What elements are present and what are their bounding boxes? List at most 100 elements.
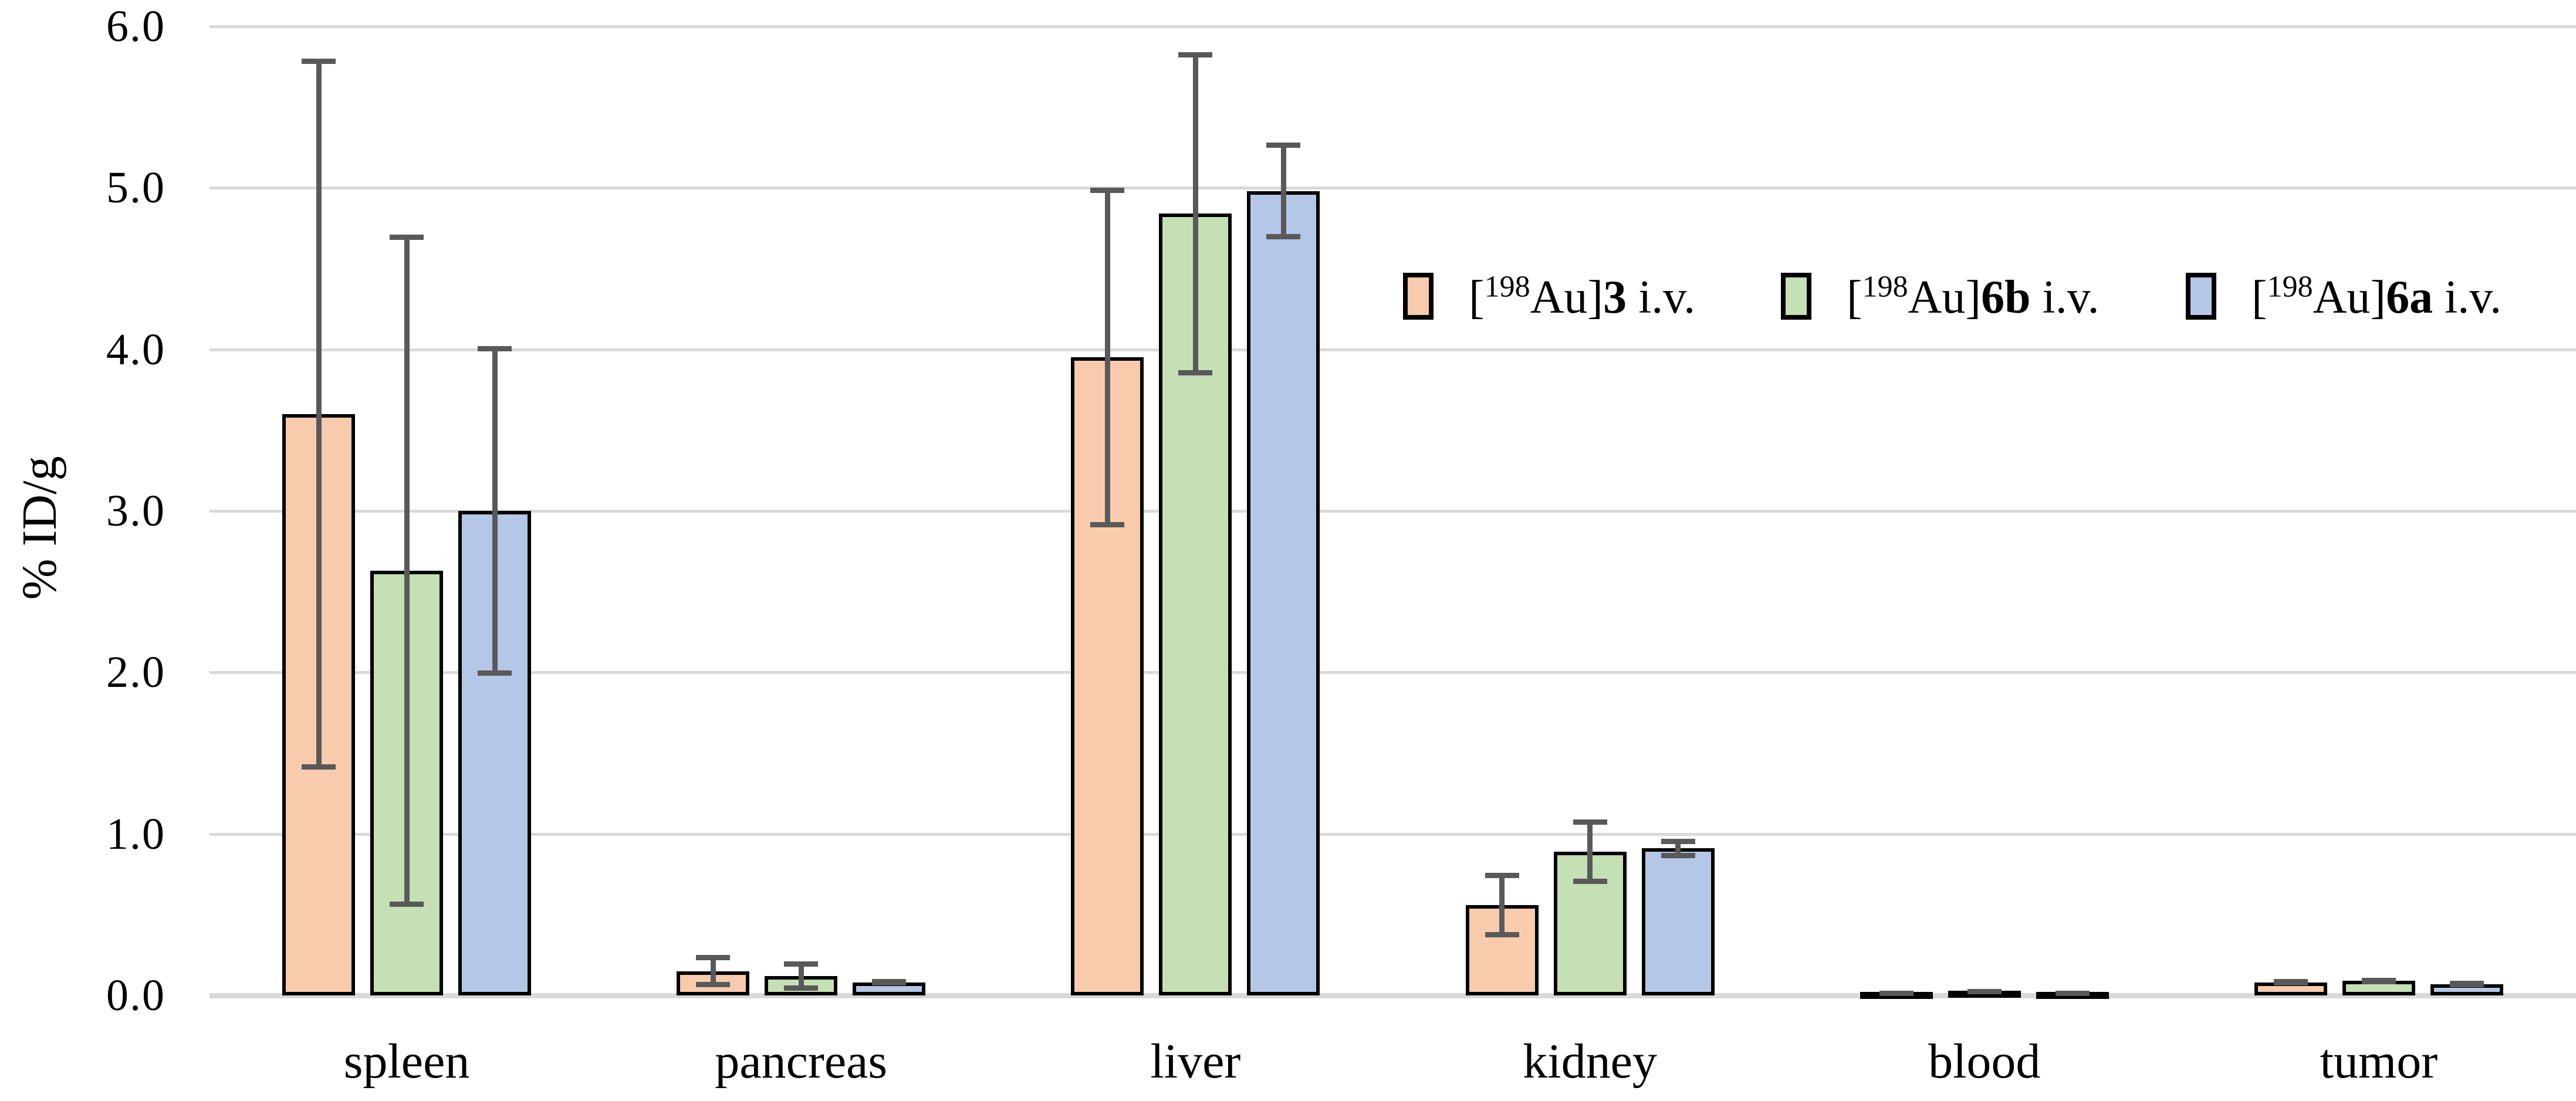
y-tick-label: 4.0 [106, 324, 165, 374]
gridline-1.0 [209, 832, 2576, 836]
error-bar-blood-series3 [2055, 990, 2090, 996]
legend-label-part-iso: 198 [1484, 270, 1530, 304]
legend-label-part-pre: [ [2252, 272, 2267, 323]
bar-liver-series1 [1071, 357, 1144, 995]
error-bar-cap-bottom [696, 982, 731, 988]
error-bar-cap-bottom [1266, 234, 1301, 240]
error-bar-liver-series2 [1178, 52, 1213, 375]
y-tick-label: 2.0 [106, 648, 165, 697]
y-tick-label: 6.0 [106, 2, 165, 51]
error-bar-cap-top [696, 955, 731, 961]
bar-liver-series3 [1247, 191, 1320, 995]
legend-label-part-code: 6b [1981, 272, 2031, 323]
error-bar-blood-series1 [1879, 990, 1914, 996]
error-bar-cap-bottom [1879, 990, 1914, 996]
gridline-5.0 [209, 187, 2576, 190]
error-bar-line [1675, 838, 1681, 858]
category-label-pancreas: pancreas [715, 1034, 888, 1089]
legend-swatch-6b [1781, 273, 1811, 320]
error-bar-line [798, 961, 804, 991]
error-bar-cap-top [1266, 143, 1301, 148]
error-bar-tumor-series2 [2361, 977, 2396, 984]
error-bar-kidney-series3 [1661, 838, 1695, 858]
error-bar-cap-top [784, 961, 819, 967]
error-bar-line [1499, 872, 1505, 937]
error-bar-cap-bottom [784, 985, 819, 991]
error-bar-line [710, 955, 716, 988]
legend-swatch-3 [1403, 273, 1434, 320]
bar-kidney-series3 [1641, 848, 1715, 995]
error-bar-spleen-series3 [478, 346, 512, 676]
error-bar-liver-series1 [1090, 188, 1125, 527]
gridline-0.0 [209, 993, 2576, 998]
y-tick-label: 3.0 [106, 486, 165, 536]
legend-swatch-6a [2186, 273, 2216, 320]
y-tick-label: 1.0 [106, 809, 165, 859]
error-bar-cap-top [478, 346, 512, 352]
gridline-6.0 [209, 25, 2576, 28]
error-bar-spleen-series2 [390, 235, 424, 907]
legend-label-part-suffix: i.v. [2433, 272, 2502, 323]
legend-label-part-mid: Au] [1908, 272, 1982, 323]
error-bar-cap-bottom [1573, 879, 1607, 884]
error-bar-cap-top [1090, 188, 1125, 194]
category-label-tumor: tumor [2320, 1034, 2438, 1089]
error-bar-cap-bottom [302, 764, 336, 770]
error-bar-cap-bottom [1090, 521, 1125, 527]
legend-label-part-iso: 198 [2267, 270, 2313, 304]
error-bar-line [316, 59, 322, 770]
error-bar-cap-bottom [390, 901, 424, 907]
error-bar-cap-bottom [872, 980, 907, 986]
y-tick-label: 5.0 [106, 163, 165, 213]
legend-label-6b: [198Au]6b i.v. [1847, 269, 2100, 326]
error-bar-cap-bottom [1967, 988, 2002, 994]
legend-label-3: [198Au]3 i.v. [1469, 269, 1695, 326]
error-bar-cap-bottom [2361, 978, 2396, 984]
gridline-3.0 [209, 510, 2576, 513]
error-bar-cap-bottom [2273, 980, 2308, 986]
error-bar-cap-top [1485, 872, 1519, 878]
error-bar-tumor-series3 [2449, 981, 2484, 988]
error-bar-line [404, 235, 410, 907]
legend-label-part-suffix: i.v. [1627, 272, 1696, 323]
error-bar-line [1192, 52, 1198, 375]
error-bar-line [1280, 143, 1286, 240]
error-bar-kidney-series2 [1573, 819, 1607, 884]
legend-label-6a: [198Au]6a i.v. [2252, 269, 2501, 326]
legend-label-part-code: 6a [2386, 272, 2433, 323]
bar-spleen-series3 [458, 511, 532, 995]
error-bar-cap-top [302, 59, 336, 65]
error-bar-cap-bottom [1661, 852, 1695, 858]
legend-label-part-iso: 198 [1862, 270, 1908, 304]
error-bar-cap-top [1573, 819, 1607, 825]
gridline-2.0 [209, 671, 2576, 675]
error-bar-line [1104, 188, 1110, 527]
error-bar-tumor-series1 [2273, 979, 2308, 986]
error-bar-spleen-series1 [302, 59, 336, 770]
category-label-blood: blood [1928, 1034, 2041, 1089]
category-label-kidney: kidney [1523, 1034, 1657, 1089]
error-bar-kidney-series1 [1485, 872, 1519, 937]
error-bar-pancreas-series2 [784, 961, 819, 991]
legend-label-part-suffix: i.v. [2030, 272, 2100, 323]
error-bar-line [1587, 819, 1593, 884]
error-bar-cap-bottom [1178, 370, 1213, 375]
legend-label-part-pre: [ [1469, 272, 1485, 323]
error-bar-cap-bottom [2055, 990, 2090, 996]
error-bar-cap-bottom [1485, 931, 1519, 937]
y-tick-label: 0.0 [106, 971, 165, 1020]
gridline-4.0 [209, 348, 2576, 351]
category-label-spleen: spleen [343, 1034, 470, 1089]
error-bar-cap-bottom [2449, 982, 2484, 988]
error-bar-cap-top [1661, 838, 1695, 844]
error-bar-cap-top [1178, 52, 1213, 58]
category-label-liver: liver [1150, 1034, 1241, 1089]
error-bar-cap-bottom [478, 670, 512, 676]
error-bar-liver-series3 [1266, 143, 1301, 240]
error-bar-blood-series2 [1967, 988, 2002, 994]
legend-label-part-mid: Au] [2313, 272, 2386, 323]
error-bar-line [492, 346, 498, 676]
legend-label-part-mid: Au] [1530, 272, 1604, 323]
error-bar-pancreas-series3 [872, 979, 907, 986]
